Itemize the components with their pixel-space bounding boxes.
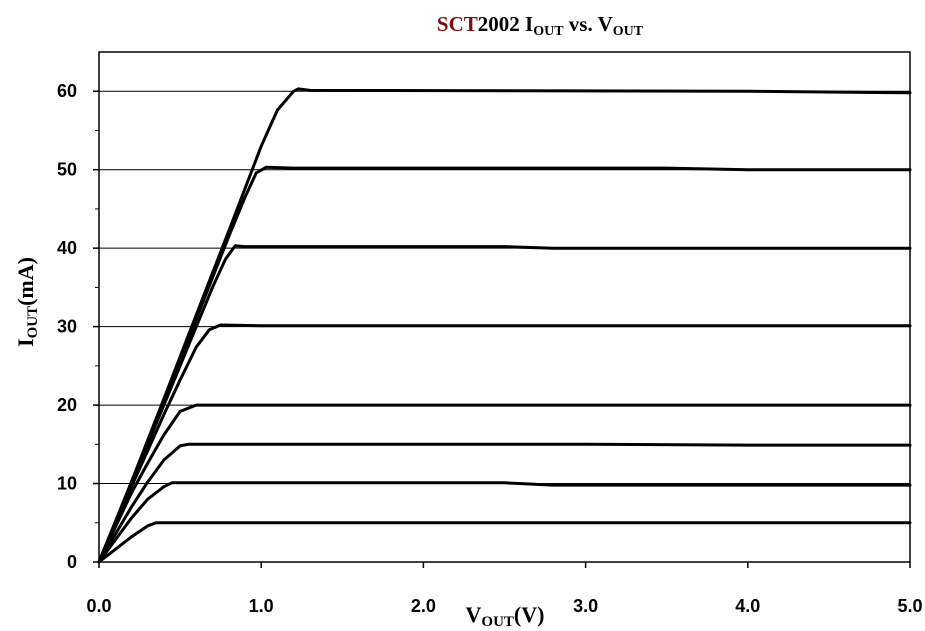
x-axis-title-main: V xyxy=(466,602,482,627)
x-axis-title-sub: OUT xyxy=(481,614,514,630)
y-tick-label: 60 xyxy=(57,81,77,101)
series-line-7 xyxy=(97,165,912,564)
y-axis-title-unit: (mA) xyxy=(13,257,38,306)
x-axis-title-unit: (V) xyxy=(514,602,545,627)
plot-area: 0 10 20 30 40 50 60 0.0 1.0 2.0 3.0 4.0 5.0 xyxy=(57,51,923,616)
chart-title-model: 2002 I xyxy=(478,12,533,36)
plot-frame xyxy=(98,51,911,563)
x-tick-label: 0.0 xyxy=(86,596,111,616)
series-line-3 xyxy=(97,442,912,564)
x-tick-label: 5.0 xyxy=(897,596,922,616)
series-group xyxy=(97,87,912,564)
chart-title: SCT2002 IOUT vs. VOUT xyxy=(437,12,644,39)
series-line-1 xyxy=(97,521,912,564)
series-line-4 xyxy=(97,403,912,564)
x-tick-label: 4.0 xyxy=(735,596,760,616)
x-tick-label: 2.0 xyxy=(411,596,436,616)
y-tick-label: 30 xyxy=(57,317,77,337)
x-tick-label: 1.0 xyxy=(249,596,274,616)
y-tick-label: 10 xyxy=(57,474,77,494)
x-tick-label: 3.0 xyxy=(573,596,598,616)
y-axis-title-sub: OUT xyxy=(25,306,41,339)
y-tick-label: 0 xyxy=(67,552,77,572)
chart-title-sub2: OUT xyxy=(613,24,644,39)
y-axis-title-main: I xyxy=(13,338,38,347)
gridlines xyxy=(99,90,910,485)
x-ticks: 0.0 1.0 2.0 3.0 4.0 5.0 xyxy=(86,562,923,616)
chart-title-sub1: OUT xyxy=(533,24,564,39)
x-axis-title: VOUT(V) xyxy=(466,602,545,630)
series-line-2 xyxy=(97,481,912,564)
y-tick-label: 50 xyxy=(57,160,77,180)
y-axis-title: IOUT(mA) xyxy=(13,257,41,347)
series-line-8 xyxy=(97,87,912,564)
y-ticks: 0 10 20 30 40 50 60 xyxy=(57,81,99,572)
y-tick-label: 20 xyxy=(57,395,77,415)
y-tick-label: 40 xyxy=(57,238,77,258)
chart-title-brand: SCT xyxy=(437,12,478,36)
chart-title-vs: vs. V xyxy=(564,12,613,36)
